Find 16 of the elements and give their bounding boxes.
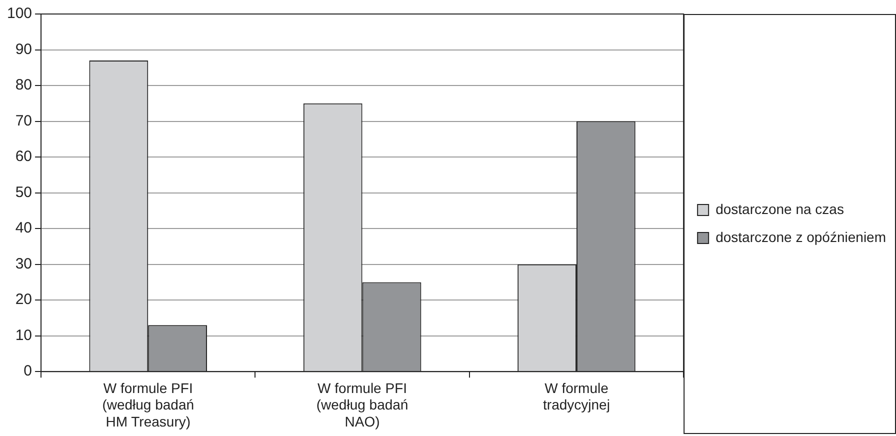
y-tick-label: 40 (15, 220, 32, 237)
y-tick-label: 80 (15, 76, 32, 94)
legend-label: dostarczone z opóźnieniem (716, 228, 886, 245)
y-tick-label: 90 (15, 40, 32, 58)
x-tick-label: W formule tradycyjnej (543, 380, 610, 413)
y-tick-label: 20 (15, 291, 32, 308)
y-tick-label: 0 (24, 362, 32, 380)
x-tick-label: W formule PFI (według badań HM Treasury) (102, 380, 194, 430)
y-tick-label: 100 (6, 5, 32, 22)
y-tick-label: 50 (15, 184, 32, 201)
x-tick-label: W formule PFI (według badań NAO) (316, 380, 408, 430)
legend-label: dostarczone na czas (716, 200, 844, 217)
y-tick-label: 10 (15, 326, 32, 344)
y-tick-label: 30 (15, 255, 32, 272)
y-tick-label: 70 (15, 112, 32, 130)
y-tick-label: 60 (15, 148, 32, 166)
